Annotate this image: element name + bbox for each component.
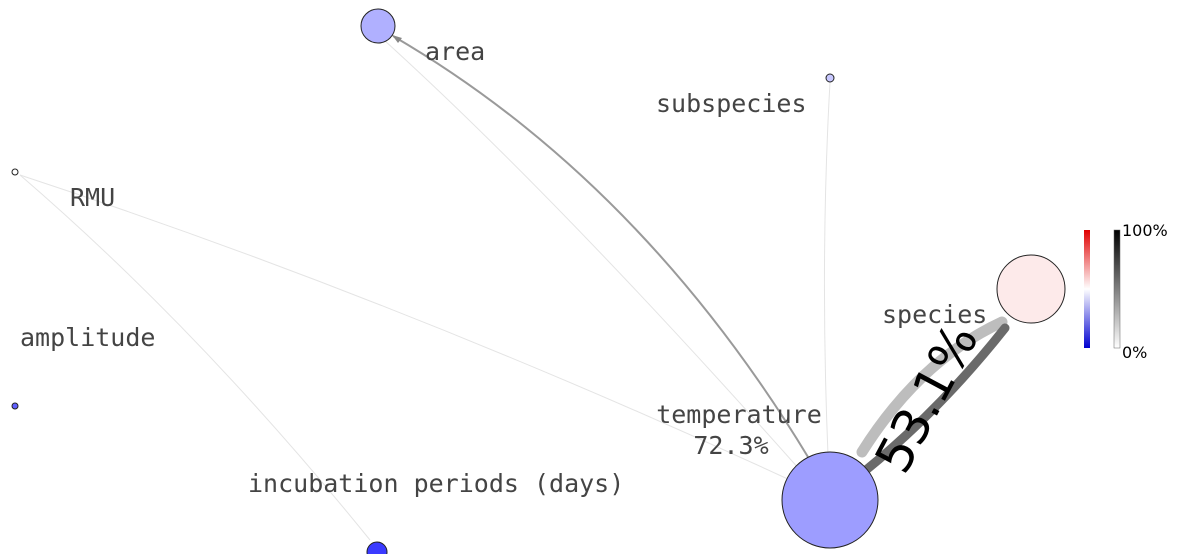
edge (383, 39, 801, 471)
node-label: amplitude (20, 323, 155, 352)
node (366, 541, 388, 554)
node-label: area (425, 37, 485, 66)
node-label: subspecies (656, 89, 807, 118)
arrow-head (392, 35, 402, 43)
node (360, 8, 396, 44)
node (11, 168, 19, 176)
colorbar-edge (1113, 229, 1121, 349)
edge (19, 174, 371, 541)
edge (19, 174, 791, 481)
node (11, 402, 19, 410)
edge-arrow (392, 35, 809, 458)
faint-edges (19, 39, 831, 541)
node (825, 73, 835, 83)
node-label: species (882, 300, 987, 329)
colorbar-node (1084, 230, 1090, 348)
node-label: RMU (70, 183, 115, 212)
edge-label: 53.1% (864, 315, 990, 482)
edge (861, 323, 1010, 475)
node-value: 72.3% (693, 431, 768, 460)
node-label: temperature (656, 400, 822, 429)
edge (856, 316, 1008, 458)
node (781, 451, 879, 549)
colorbar-label: 0% (1122, 343, 1147, 362)
colorbar-label: 100% (1122, 221, 1168, 240)
node (996, 254, 1066, 324)
edge (823, 81, 831, 456)
node-label: incubation periods (days) (248, 469, 624, 498)
